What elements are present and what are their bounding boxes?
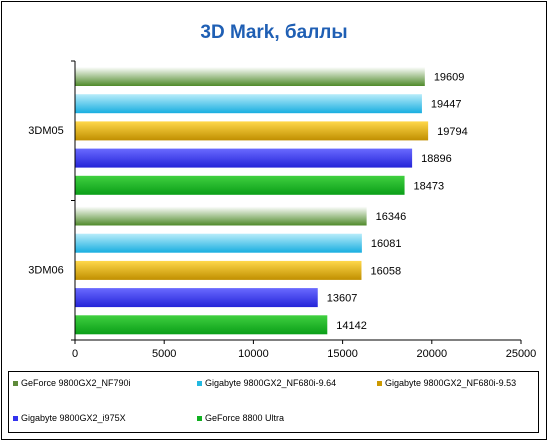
legend-item-5: GeForce 8800 Ultra [197, 413, 284, 423]
data-label: 19609 [434, 72, 465, 84]
legend-label: Gigabyte 9800GX2_i975X [21, 413, 126, 423]
bar-3dm05-series-2 [75, 94, 422, 114]
x-tick-label: 10000 [238, 348, 269, 360]
x-tick-label: 5000 [152, 348, 176, 360]
bar-3dm05-series-3 [75, 121, 429, 141]
legend-label: Gigabyte 9800GX2_NF680i-9.64 [205, 378, 337, 388]
legend-item-2: Gigabyte 9800GX2_NF680i-9.64 [197, 378, 336, 388]
data-label: 14142 [336, 320, 367, 332]
data-label: 16081 [371, 238, 402, 250]
legend-item-4: Gigabyte 9800GX2_i975X [13, 413, 126, 423]
bar-3dm06-series-5 [75, 315, 328, 335]
data-label: 16058 [370, 265, 401, 277]
bar-3dm05-series-1 [75, 67, 425, 86]
data-label: 18896 [421, 153, 452, 165]
category-label: 3DM05 [28, 125, 63, 137]
bar-3dm05-series-4 [75, 148, 413, 168]
bar-3dm06-series-1 [75, 206, 367, 226]
legend-swatch [13, 415, 18, 421]
data-label: 19794 [437, 126, 468, 138]
data-label: 16346 [376, 211, 407, 223]
legend-item-3: Gigabyte 9800GX2_NF680i-9.53 [377, 378, 516, 388]
legend-label: GeForce 8800 Ultra [205, 413, 285, 423]
bar-3dm06-series-3 [75, 260, 362, 280]
legend-swatch [197, 415, 202, 421]
legend-item-1: GeForce 9800GX2_NF790i [13, 378, 131, 388]
data-label: 19447 [431, 99, 462, 111]
legend: GeForce 9800GX2_NF790i Gigabyte 9800GX2_N… [8, 371, 539, 433]
x-tick-label: 15000 [327, 348, 358, 360]
legend-swatch [13, 380, 18, 386]
legend-swatch [377, 380, 382, 386]
legend-label: GeForce 9800GX2_NF790i [21, 378, 131, 388]
x-tick-label: 20000 [417, 348, 448, 360]
x-tick-label: 25000 [506, 348, 537, 360]
x-tick-label: 0 [72, 348, 78, 360]
bar-3dm06-series-2 [75, 233, 362, 253]
category-label: 3DM06 [28, 264, 63, 276]
data-label: 18473 [414, 180, 445, 192]
chart-title: 3D Mark, баллы [200, 22, 348, 43]
legend-swatch [197, 380, 202, 386]
bar-3dm06-series-4 [75, 288, 318, 308]
data-label: 13607 [327, 293, 358, 305]
legend-label: Gigabyte 9800GX2_NF680i-9.53 [385, 378, 517, 388]
bar-3dm05-series-5 [75, 175, 405, 195]
